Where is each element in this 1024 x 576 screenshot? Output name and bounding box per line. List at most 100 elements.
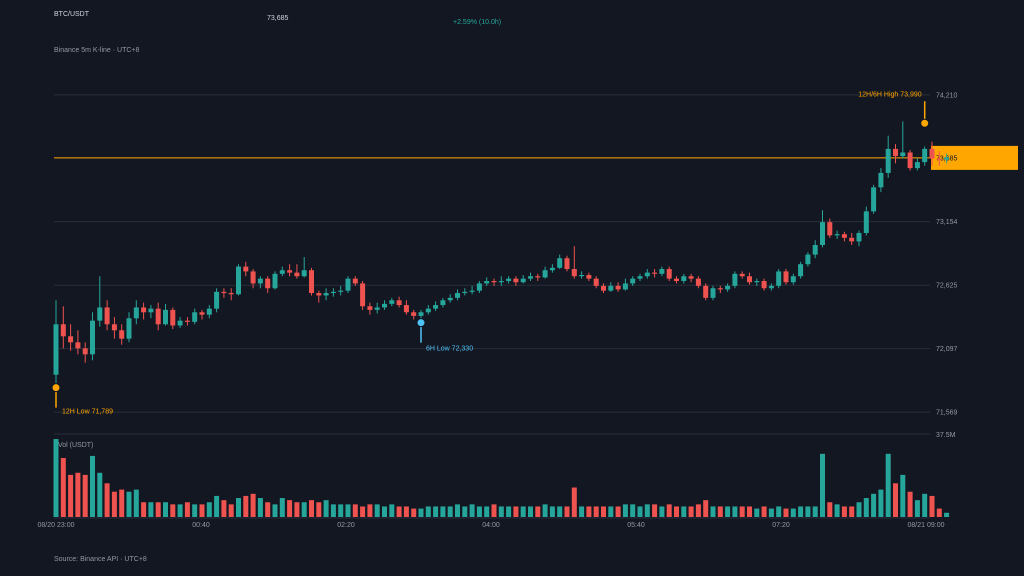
volume-bar[interactable] [783, 508, 789, 517]
candle[interactable] [447, 297, 453, 301]
volume-bar[interactable] [272, 504, 278, 517]
volume-bar[interactable] [403, 506, 409, 517]
volume-bar[interactable] [148, 502, 154, 517]
candle[interactable] [338, 290, 344, 292]
candle[interactable] [206, 308, 212, 315]
volume-bar[interactable] [893, 483, 898, 517]
volume-bar[interactable] [90, 455, 95, 517]
volume-bar[interactable] [681, 506, 687, 517]
volume-bar[interactable] [593, 506, 599, 517]
candle[interactable] [163, 309, 168, 325]
volume-bar[interactable] [520, 506, 526, 517]
volume-bar[interactable] [827, 502, 833, 517]
volume-bar[interactable] [922, 493, 928, 517]
candle[interactable] [944, 157, 950, 160]
candle[interactable] [177, 320, 183, 326]
candle[interactable] [491, 281, 497, 283]
candle[interactable] [688, 276, 694, 279]
volume-bar[interactable] [732, 506, 738, 517]
candle[interactable] [929, 148, 935, 159]
candle[interactable] [922, 148, 928, 163]
volume-bar[interactable] [345, 504, 351, 517]
volume-bar[interactable] [637, 506, 643, 517]
candle[interactable] [411, 312, 417, 316]
candle[interactable] [557, 258, 563, 268]
candle[interactable] [506, 278, 512, 282]
volume-bar[interactable] [695, 504, 701, 517]
candle[interactable] [243, 266, 249, 272]
candle[interactable] [155, 308, 161, 325]
volume-bar[interactable] [155, 502, 161, 517]
candle[interactable] [345, 278, 351, 291]
candle[interactable] [703, 285, 709, 298]
volume-bar[interactable] [111, 491, 117, 517]
candle[interactable] [396, 300, 402, 306]
candle[interactable] [754, 281, 760, 283]
candle[interactable] [528, 276, 533, 279]
volume-bar[interactable] [126, 491, 132, 517]
volume-bar[interactable] [885, 453, 891, 517]
volume-bar[interactable] [389, 504, 395, 517]
candle[interactable] [498, 281, 504, 283]
candle[interactable] [783, 271, 789, 283]
volume-bar[interactable] [440, 506, 446, 517]
candle[interactable] [440, 300, 446, 306]
candle[interactable] [403, 305, 409, 313]
candle[interactable] [126, 318, 132, 339]
candle[interactable] [834, 234, 840, 236]
candle[interactable] [871, 187, 877, 212]
candle[interactable] [330, 291, 336, 294]
volume-bar[interactable] [367, 504, 373, 517]
candle[interactable] [75, 342, 81, 349]
volume-bar[interactable] [309, 500, 314, 517]
volume-bar[interactable] [236, 498, 241, 517]
candle[interactable] [484, 281, 490, 284]
candle[interactable] [586, 275, 592, 279]
candle[interactable] [849, 237, 855, 242]
volume-bar[interactable] [871, 493, 877, 517]
volume-bar[interactable] [747, 506, 752, 517]
volume-bar[interactable] [849, 506, 855, 517]
volume-bar[interactable] [243, 495, 249, 517]
volume-bar[interactable] [878, 489, 884, 517]
volume-bar[interactable] [768, 508, 774, 517]
volume-bar[interactable] [914, 500, 920, 517]
volume-bar[interactable] [133, 489, 139, 517]
candle[interactable] [725, 285, 731, 290]
candle[interactable] [739, 273, 745, 277]
volume-bar[interactable] [498, 506, 504, 517]
volume-bar[interactable] [907, 491, 913, 517]
volume-bar[interactable] [491, 504, 497, 517]
candle[interactable] [936, 158, 942, 160]
volume-bar[interactable] [644, 504, 650, 517]
volume-bar[interactable] [659, 506, 665, 517]
candle[interactable] [192, 312, 198, 322]
volume-bar[interactable] [528, 506, 533, 517]
volume-bar[interactable] [374, 504, 380, 517]
candle[interactable] [301, 270, 307, 277]
candle[interactable] [97, 307, 103, 321]
volume-bar[interactable] [352, 504, 358, 517]
volume-bar[interactable] [630, 504, 636, 517]
candle[interactable] [199, 312, 205, 315]
candle[interactable] [221, 291, 227, 294]
candle[interactable] [652, 272, 658, 274]
candle[interactable] [863, 211, 869, 233]
candle[interactable] [790, 276, 796, 283]
candle[interactable] [695, 278, 701, 286]
candle[interactable] [476, 283, 482, 291]
volume-bar[interactable] [622, 504, 628, 517]
candle[interactable] [841, 234, 847, 238]
candle[interactable] [666, 269, 672, 279]
volume-bar[interactable] [484, 506, 490, 517]
volume-bar[interactable] [586, 506, 592, 517]
volume-bar[interactable] [929, 495, 935, 517]
volume-bar[interactable] [455, 504, 460, 517]
volume-bar[interactable] [674, 506, 679, 517]
volume-bar[interactable] [170, 504, 176, 517]
volume-bar[interactable] [82, 474, 88, 517]
volume-bar[interactable] [228, 504, 234, 517]
candle[interactable] [535, 276, 541, 278]
volume-bar[interactable] [601, 506, 606, 517]
candle[interactable] [710, 288, 716, 298]
